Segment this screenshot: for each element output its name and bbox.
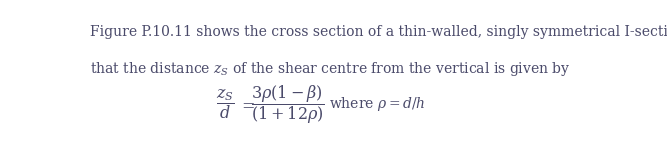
Text: $=$: $=$ [238,96,255,113]
Text: $\dfrac{3\rho(1-\beta)}{(1+12\rho)}$: $\dfrac{3\rho(1-\beta)}{(1+12\rho)}$ [251,83,325,126]
Text: where $\rho = d/h$: where $\rho = d/h$ [329,96,426,114]
Text: Figure P.10.11 shows the cross section of a thin-walled, singly symmetrical I-se: Figure P.10.11 shows the cross section o… [90,25,667,39]
Text: $\dfrac{z_S}{d}$: $\dfrac{z_S}{d}$ [216,88,235,121]
Text: that the distance $z_S$ of the shear centre from the vertical is given by: that the distance $z_S$ of the shear cen… [90,60,570,78]
